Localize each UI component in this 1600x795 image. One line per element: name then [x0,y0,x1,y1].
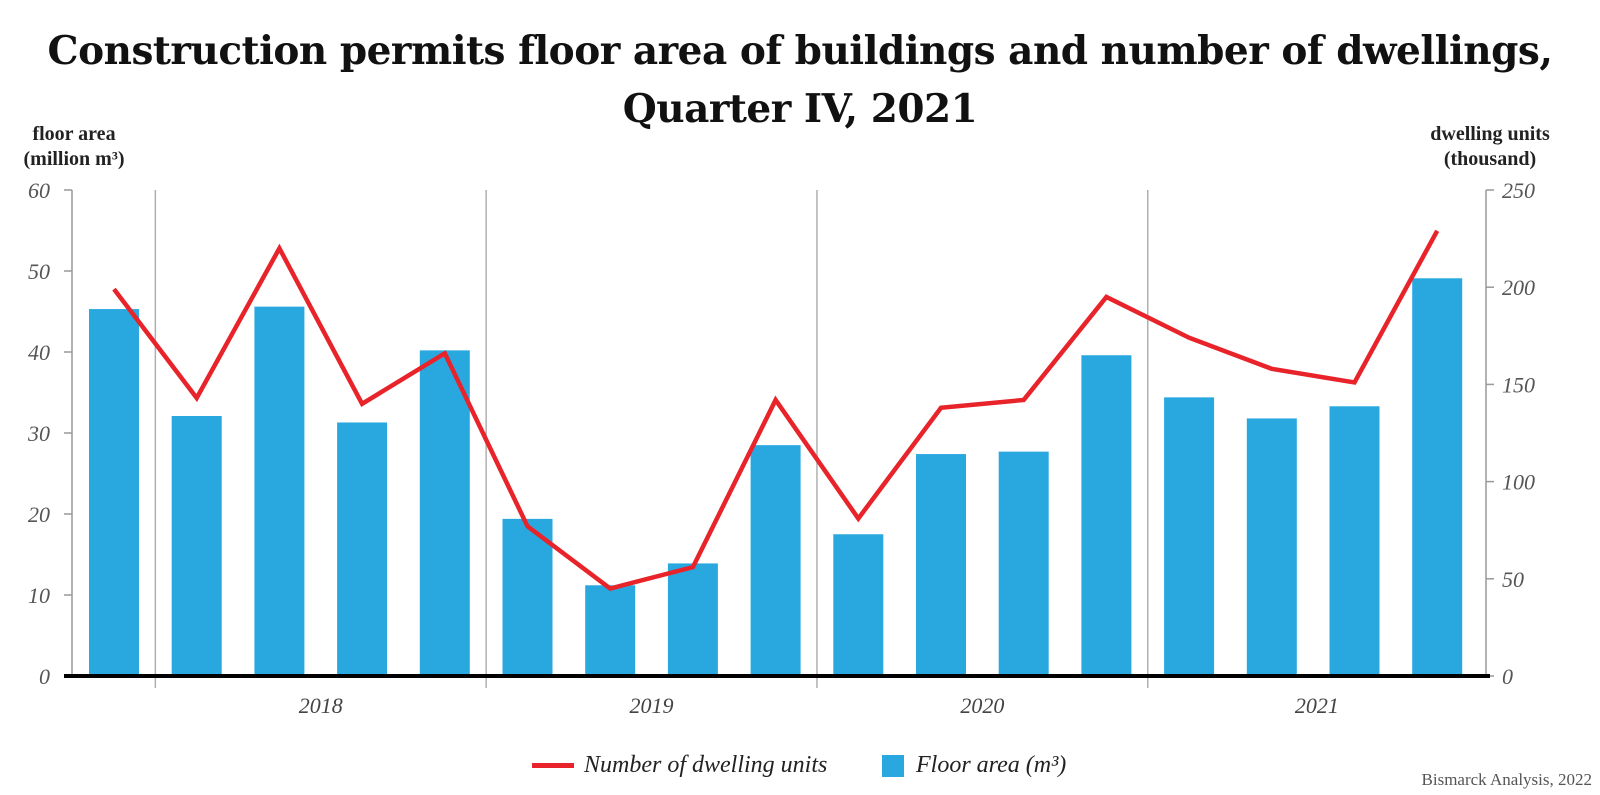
right-axis-title-line-1: dwelling units [1430,123,1550,145]
bar-3 [254,306,305,676]
bar-15 [1246,418,1297,676]
bar-series [89,278,1463,676]
right-tick-label-250: 250 [1502,178,1535,203]
year-label-2018: 2018 [299,693,343,718]
bar-8 [667,563,718,676]
right-axis: 0 50 100 150 200 250 [1485,178,1535,689]
right-tick-label-150: 150 [1502,372,1535,397]
left-tick-label-20: 20 [28,502,50,527]
bar-10 [833,534,884,676]
bar-17 [1412,278,1463,676]
bar-6 [502,518,553,676]
bar-1 [89,309,139,676]
line-series [112,229,1440,591]
left-tick-label-40: 40 [28,340,50,365]
right-axis-title: dwelling units (thousand) [1410,122,1570,172]
year-label-2019: 2019 [630,693,674,718]
left-axis: 0 10 20 30 40 50 60 [27,178,73,689]
bar-9 [750,445,801,676]
year-label-2021: 2021 [1295,693,1339,718]
year-labels: 2018 2019 2020 2021 [299,693,1339,718]
left-tick-label-10: 10 [28,583,50,608]
year-label-2020: 2020 [960,693,1004,718]
left-tick-label-0: 0 [39,664,50,689]
chart-title-line-1: Construction permits floor area of build… [47,28,1553,74]
bar-2 [171,415,222,676]
right-tick-label-50: 50 [1502,567,1524,592]
chart-title-line-2: Quarter IV, 2021 [622,86,978,132]
bar-14 [1164,397,1215,676]
legend-line-swatch [532,763,574,768]
left-tick-label-60: 60 [28,178,50,203]
legend-bar-label: Floor area (m³) [916,752,1067,778]
right-tick-label-0: 0 [1502,664,1513,689]
left-axis-title-line-2: (million m³) [23,148,125,170]
bar-7 [585,585,636,676]
right-tick-label-200: 200 [1502,275,1535,300]
source-credit: Bismarck Analysis, 2022 [1421,770,1592,789]
right-tick-label-100: 100 [1502,470,1535,495]
legend-bar-swatch [882,754,904,777]
chart-title: Construction permits floor area of build… [0,22,1600,138]
bar-13 [1081,355,1132,676]
left-tick-label-30: 30 [27,421,50,446]
left-tick-label-50: 50 [28,259,50,284]
bar-5 [419,350,470,676]
legend-item-dwellings: Number of dwelling units [532,752,827,779]
bar-12 [998,451,1049,676]
bar-11 [916,454,966,676]
year-dividers [154,190,1149,688]
bar-16 [1329,406,1380,676]
bar-4 [337,422,388,676]
left-axis-title-line-1: floor area [32,123,116,145]
right-axis-title-line-2: (thousand) [1443,148,1537,170]
legend-line-label: Number of dwelling units [584,752,828,778]
legend-item-floor-area: Floor area (m³) [882,752,1066,779]
left-axis-title: floor area (million m³) [14,122,134,172]
